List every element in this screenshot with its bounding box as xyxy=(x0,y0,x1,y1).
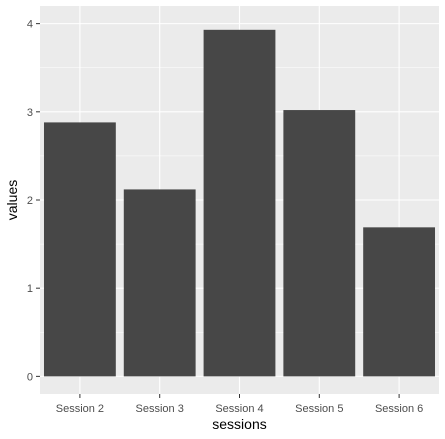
x-tick-label: Session 4 xyxy=(215,403,263,415)
x-tick-label: Session 2 xyxy=(56,403,104,415)
y-tick-label: 4 xyxy=(27,19,33,31)
bar-session-2 xyxy=(43,122,116,377)
bar-session-6 xyxy=(363,227,436,377)
y-tick-label: 3 xyxy=(27,107,33,119)
x-tick-label: Session 5 xyxy=(295,403,343,415)
bar-session-4 xyxy=(203,29,276,377)
x-axis-title: sessions xyxy=(212,416,266,432)
y-tick-label: 1 xyxy=(27,283,33,295)
bar-session-3 xyxy=(123,189,196,377)
y-axis-title: values xyxy=(4,180,20,220)
bar-session-5 xyxy=(283,110,356,377)
y-axis: 0 1 2 3 4 xyxy=(27,19,40,383)
y-tick-label: 0 xyxy=(27,371,33,383)
x-tick-label: Session 6 xyxy=(375,403,423,415)
y-tick-label: 2 xyxy=(27,195,33,207)
bars xyxy=(43,29,436,377)
x-tick-label: Session 3 xyxy=(136,403,184,415)
x-axis: Session 2 Session 3 Session 4 Session 5 Sess… xyxy=(56,394,423,415)
